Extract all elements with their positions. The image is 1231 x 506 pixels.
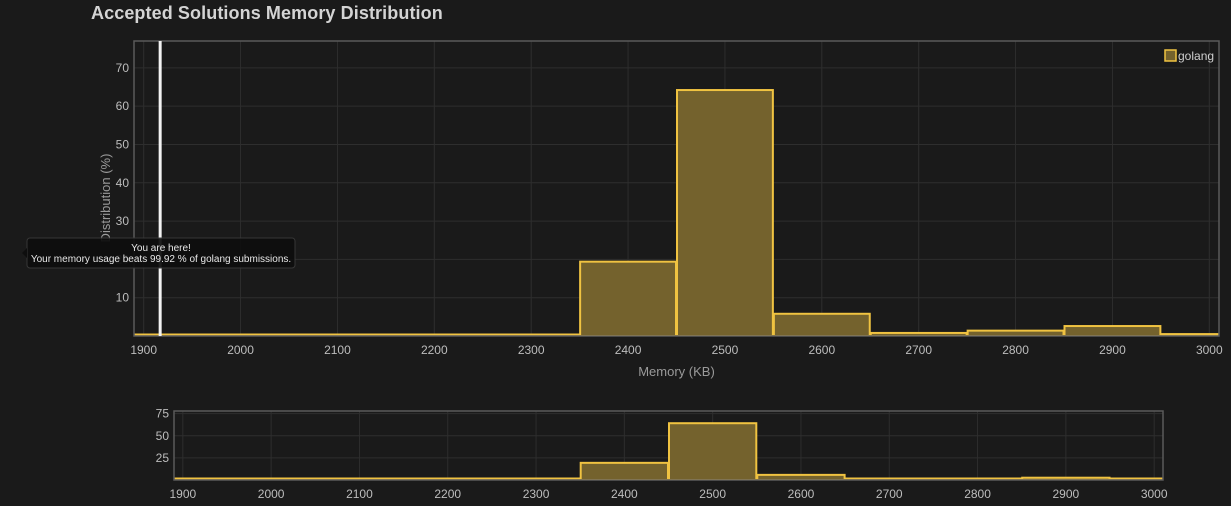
histogram-bar[interactable] [668,422,758,480]
x-tick-label: 2700 [876,487,903,501]
legend-swatch [1164,49,1177,62]
main-histogram: 1900 2000 2100 2200 2300 2400 2500 2600 2700 2800… [22,40,1223,379]
x-tick-label: 2900 [1053,487,1080,501]
x-tick-label: 2000 [227,343,254,357]
tooltip: You are here!Your memory usage beats 99.… [22,237,296,269]
tooltip-caret [22,248,27,258]
x-tick-label: 2300 [518,343,545,357]
x-tick-label: 2700 [905,343,932,357]
y-tick-label: 50 [156,429,170,443]
y-tick-label: 50 [116,137,130,151]
histogram-bar[interactable] [966,329,1065,336]
x-tick-label: 2100 [324,343,351,357]
x-tick-label: 2300 [523,487,550,501]
histogram-bar[interactable] [772,312,871,336]
x-tick-label: 2500 [712,343,739,357]
x-tick-label: 3000 [1196,343,1223,357]
x-tick-label: 2500 [699,487,726,501]
y-tick-label: 30 [116,214,130,228]
histogram-bar[interactable] [579,260,677,336]
x-tick-label: 2800 [964,487,991,501]
x-tick-label: 2000 [258,487,285,501]
x-tick-label: 2200 [421,343,448,357]
tooltip-line-2: Your memory usage beats 99.92 % of golan… [31,254,291,265]
y-tick-label: 60 [116,99,130,113]
chart-title: Accepted Solutions Memory Distribution [91,3,443,23]
histogram-bar[interactable] [1063,325,1162,336]
x-tick-label: 2600 [788,487,815,501]
y-axis-title: Distribution (%) [98,154,113,243]
bars-group [134,89,1219,336]
overview-histogram: 1900 2000 2100 2200 2300 2400 2500 2600 2700 2800… [156,407,1168,501]
x-tick-label: 2400 [615,343,642,357]
x-tick-label: 1900 [169,487,196,501]
plot-border [133,40,1220,337]
y-tick-label: 75 [156,407,170,421]
x-tick-label: 3000 [1141,487,1168,501]
x-tick-label: 2200 [434,487,461,501]
histogram-bar[interactable] [756,473,846,480]
x-tick-label: 2600 [808,343,835,357]
y-tick-label: 25 [156,451,170,465]
legend-label-golang[interactable]: golang [1178,49,1214,63]
x-tick-label: 1900 [130,343,157,357]
x-axis-title: Memory (KB) [638,364,715,379]
histogram-bar[interactable] [579,461,669,480]
tooltip-line-1: You are here! [131,243,191,254]
histogram-bar[interactable] [676,89,774,336]
x-tick-label: 2800 [1002,343,1029,357]
x-tick-label: 2100 [346,487,373,501]
y-tick-label: 70 [116,61,130,75]
bars-group [174,422,1163,480]
x-tick-label: 2400 [611,487,638,501]
plot-border [173,410,1164,481]
x-tick-label: 2900 [1099,343,1126,357]
y-tick-label: 10 [116,291,130,305]
y-tick-label: 40 [116,176,130,190]
